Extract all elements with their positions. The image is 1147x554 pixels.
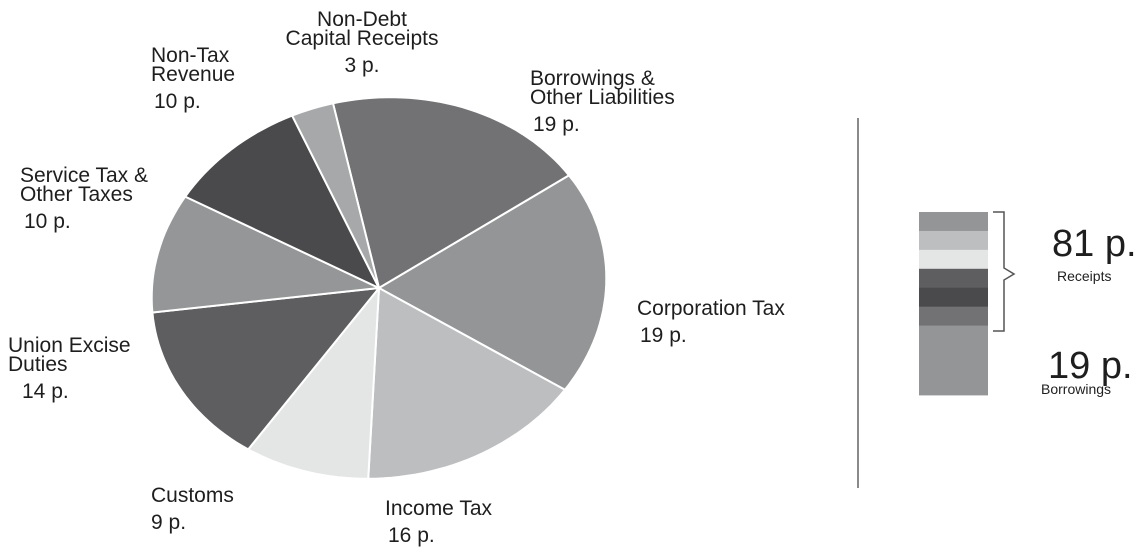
bar-segment-6 [919,325,988,396]
slice-label-3: Customs [151,484,234,507]
slice-value-4: 14 p. [22,380,69,403]
pie-slice-2 [367,287,566,480]
pie-slice-5 [150,195,380,314]
pie-slice-6 [184,114,380,289]
slice-label-7: Non-Debt Capital Receipts [286,8,439,50]
slice-value-2: 16 p. [388,524,435,547]
slice-value-7: 3 p. [344,54,379,77]
slice-label-0: Borrowings & Other Liabilities [530,67,675,109]
slice-value-3: 9 p. [151,511,186,534]
bar-segment-4 [919,287,988,308]
slice-value-1: 19 p. [640,324,687,347]
borrowings-caption: Borrowings [1041,381,1111,397]
receipts-value: 81 p. [1052,223,1137,265]
bar-segment-2 [919,249,988,270]
slice-value-0: 19 p. [533,113,580,136]
pie-slice-3 [247,287,380,480]
receipts-caption: Receipts [1057,268,1111,284]
pie-slice-0 [332,96,570,289]
slice-label-6: Non-Tax Revenue [151,44,235,86]
receipts-brace [993,211,1016,332]
pie-labels: Borrowings & Other Liabilities 19 p. Corpor… [8,8,785,547]
bar-segment-5 [919,306,988,326]
pie-slice-7 [291,102,380,289]
slice-value-5: 10 p. [24,210,71,233]
pie-slices [150,96,608,480]
slice-label-4: Union Excise Duties [8,334,131,376]
slice-label-1: Corporation Tax [637,297,785,320]
borrowings-value: 19 p. [1048,345,1133,387]
bar-segment-0 [919,212,988,232]
pie-slice-1 [378,174,608,391]
pie-slice-4 [151,287,380,451]
slice-label-2: Income Tax [385,497,492,520]
bar-segment-3 [919,268,988,289]
summary-bar [919,212,988,396]
slice-value-6: 10 p. [154,90,201,113]
slice-label-5: Service Tax & Other Taxes [20,164,148,206]
bar-segment-1 [919,230,988,251]
